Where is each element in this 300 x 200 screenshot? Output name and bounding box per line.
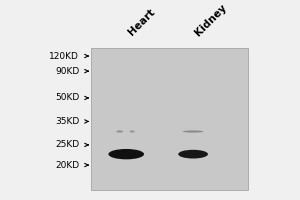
- Ellipse shape: [108, 149, 144, 159]
- Text: 25KD: 25KD: [55, 140, 79, 149]
- Text: Kidney: Kidney: [193, 2, 229, 38]
- Text: 50KD: 50KD: [55, 93, 79, 102]
- Ellipse shape: [183, 130, 203, 133]
- Ellipse shape: [116, 130, 123, 133]
- Text: Heart: Heart: [126, 7, 157, 38]
- Ellipse shape: [130, 130, 135, 133]
- Text: 35KD: 35KD: [55, 117, 79, 126]
- Text: 20KD: 20KD: [55, 161, 79, 170]
- Bar: [91, 48, 248, 190]
- Text: 90KD: 90KD: [55, 67, 79, 76]
- Ellipse shape: [178, 150, 208, 159]
- Text: 120KD: 120KD: [50, 52, 79, 61]
